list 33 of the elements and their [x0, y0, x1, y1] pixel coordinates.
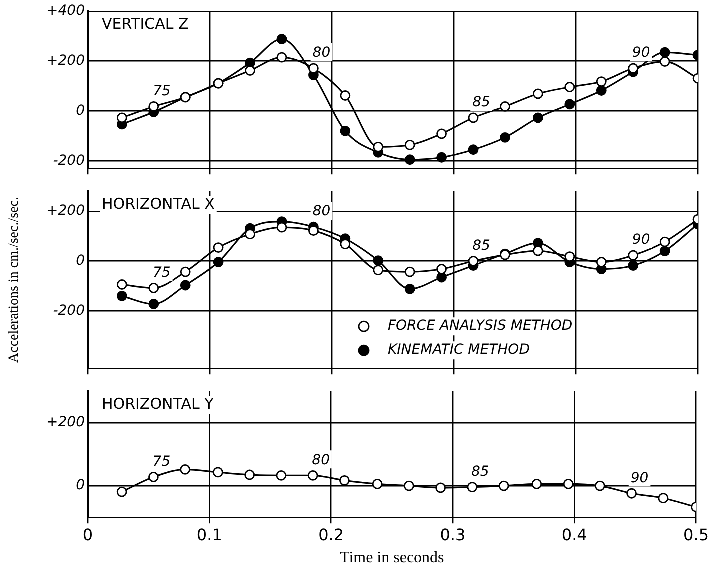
annotation: 90 [632, 45, 650, 62]
y-tick-label: 0 [76, 478, 86, 494]
y-tick-label: -200 [53, 302, 86, 319]
y-tick-label: 0 [76, 252, 86, 269]
chart-title: VERTICAL Z [102, 14, 189, 33]
x-tick-label: 0.4 [562, 525, 588, 544]
x-axis-title: Time in seconds [340, 550, 444, 567]
annotation: 80 [312, 45, 331, 62]
x-tick-label: 0.1 [196, 525, 222, 544]
annotation: 85 [472, 238, 491, 254]
annotation: 75 [152, 83, 171, 100]
x-tick-label: 0.2 [318, 525, 344, 544]
y-tick-label: +200 [46, 414, 86, 431]
y-axis-title: Accelerations in cm./sec./sec. [7, 197, 22, 363]
x-tick-label: 0.5 [684, 525, 710, 544]
y-tick-label: +200 [46, 52, 86, 69]
y-tick-label: 0 [76, 102, 86, 119]
y-tick-label: +400 [46, 3, 86, 20]
annotation: 90 [630, 470, 649, 486]
annotation: 80 [312, 452, 330, 468]
x-tick-label: 0.3 [440, 525, 466, 544]
annotation: 75 [152, 264, 171, 281]
annotation: 85 [472, 464, 490, 480]
y-tick-label: -200 [53, 152, 86, 169]
chart-title: HORIZONTAL X [102, 194, 215, 213]
chart-title: HORIZONTAL Y [102, 394, 215, 413]
annotation: 75 [152, 454, 171, 470]
annotation: 85 [472, 94, 491, 111]
legend-label: KINEMATIC METHOD [388, 342, 530, 358]
annotation: 90 [632, 232, 650, 248]
legend-label: FORCE ANALYSIS METHOD [388, 318, 573, 334]
annotation: 80 [312, 204, 331, 220]
y-tick-label: +200 [46, 203, 86, 220]
